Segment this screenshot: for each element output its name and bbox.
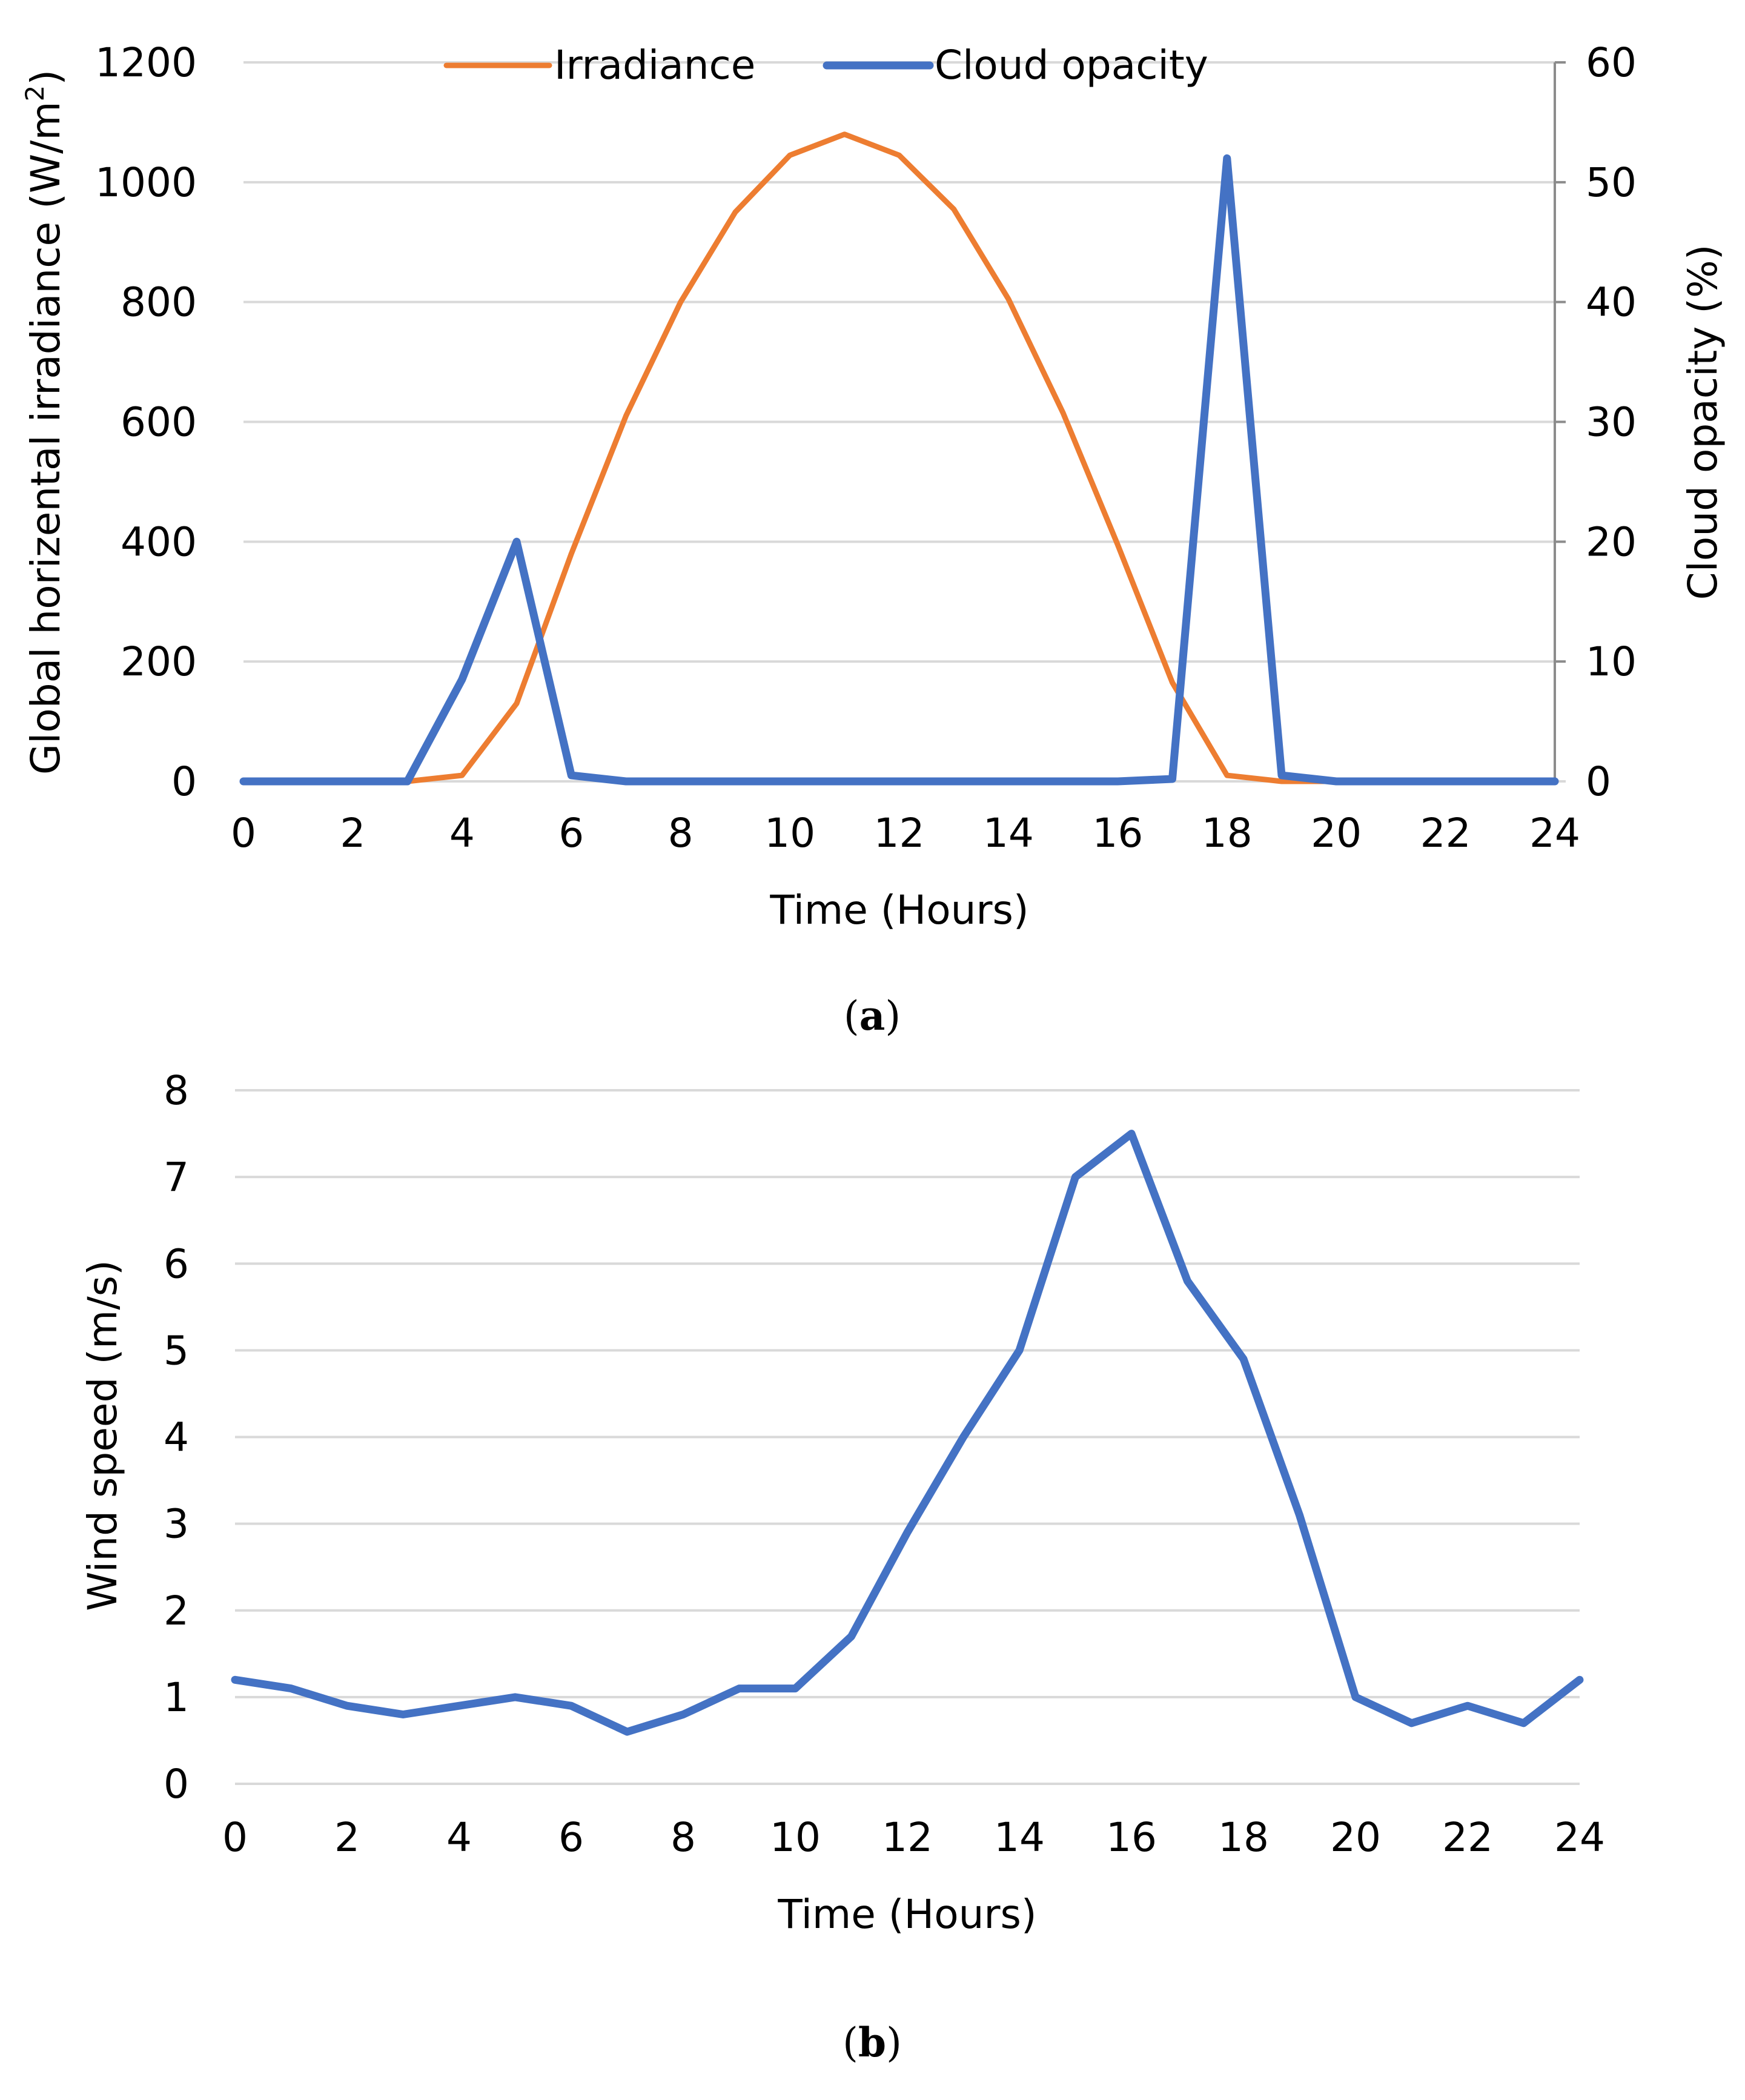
legend-label: Cloud opacity (935, 42, 1208, 88)
y-tick-label: 5 (164, 1327, 189, 1374)
legend-label: Irradiance (554, 42, 755, 88)
x-tick-label: 4 (449, 810, 475, 856)
x-tick-label: 8 (668, 810, 694, 856)
y-tick-label: 400 (121, 518, 197, 565)
x-tick-label: 8 (671, 1814, 696, 1861)
y-tick-label: 1 (164, 1674, 189, 1721)
y-axis-title: Wind speed (m/s) (79, 1260, 126, 1611)
y-tick-label: 0 (164, 1761, 189, 1807)
x-tick-label: 12 (874, 810, 925, 856)
y-tick-label: 6 (164, 1240, 189, 1287)
y-tick-label: 1000 (95, 159, 197, 206)
y-tick-label: 600 (121, 399, 197, 446)
panel-caption-b: (b) (843, 2019, 902, 2066)
x-tick-label: 14 (983, 810, 1034, 856)
series-line-irradiance (240, 131, 1558, 784)
x-tick-label: 6 (558, 810, 584, 856)
x-tick-label: 16 (1106, 1814, 1157, 1861)
x-tick-label: 22 (1420, 810, 1471, 856)
x-tick-label: 6 (558, 1814, 584, 1861)
x-tick-label: 24 (1529, 810, 1580, 856)
x-tick-label: 18 (1218, 1814, 1269, 1861)
x-tick-label: 14 (994, 1814, 1045, 1861)
y-tick-label: 0 (171, 758, 197, 805)
y-tick-label: 7 (164, 1154, 189, 1201)
y-tick-label: 8 (164, 1067, 189, 1114)
x-tick-label: 24 (1554, 1814, 1605, 1861)
x-tick-label: 0 (231, 810, 256, 856)
y2-tick-label: 0 (1586, 758, 1611, 805)
y-axis-title: Global horizental irradiance (W/m2) (20, 70, 69, 775)
y2-tick-label: 20 (1586, 518, 1637, 565)
series-line-wind-speed (231, 1130, 1584, 1736)
x-tick-label: 22 (1442, 1814, 1493, 1861)
y2-axis-title: Cloud opacity (%) (1680, 245, 1726, 600)
y2-tick-label: 40 (1586, 279, 1637, 326)
x-tick-label: 20 (1330, 1814, 1381, 1861)
x-tick-label: 10 (764, 810, 815, 856)
y-tick-label: 4 (164, 1414, 189, 1461)
y2-tick-label: 50 (1586, 159, 1637, 206)
y2-tick-label: 60 (1586, 39, 1637, 86)
panel-caption-a: (a) (844, 992, 901, 1039)
x-tick-label: 2 (334, 1814, 360, 1861)
y-tick-label: 3 (164, 1501, 189, 1548)
y2-tick-label: 30 (1586, 399, 1637, 446)
y-tick-label: 2 (164, 1588, 189, 1634)
x-tick-label: 12 (882, 1814, 933, 1861)
legend: Irradiance Cloud opacity (443, 42, 1208, 88)
y-tick-label: 200 (121, 638, 197, 685)
x-axis-title: Time (Hours) (769, 887, 1028, 933)
y-tick-label: 800 (121, 279, 197, 326)
y2-tick-label: 10 (1586, 638, 1637, 685)
x-tick-label: 10 (770, 1814, 821, 1861)
x-tick-label: 18 (1202, 810, 1253, 856)
x-axis-title: Time (Hours) (777, 1891, 1036, 1938)
x-tick-label: 0 (222, 1814, 248, 1861)
x-tick-label: 20 (1311, 810, 1362, 856)
x-tick-label: 2 (340, 810, 365, 856)
x-tick-label: 16 (1092, 810, 1143, 856)
y-tick-label: 1200 (95, 39, 197, 86)
x-tick-label: 4 (446, 1814, 472, 1861)
series-line-cloud-opacity (239, 154, 1559, 786)
